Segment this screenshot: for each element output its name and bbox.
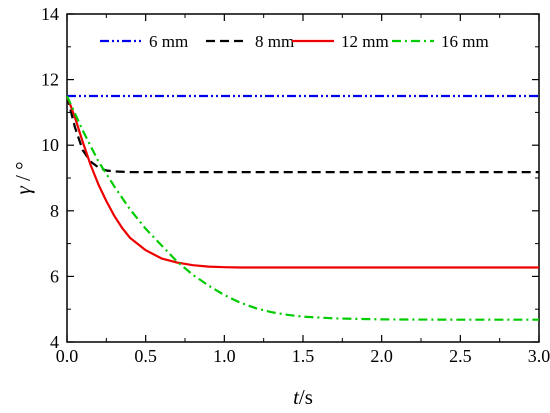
x-tick-label: 1.0 [213, 346, 236, 366]
x-axis-variable: t [293, 385, 300, 409]
legend-label-4: 16 mm [441, 32, 489, 51]
legend-label-2: 8 mm [255, 32, 294, 51]
legend: 6 mm 8 mm 12 mm 16 mm [100, 32, 489, 51]
plot-frame [66, 13, 540, 343]
x-tick-label: 2.5 [449, 346, 472, 366]
x-tick-label: 1.5 [292, 346, 315, 366]
series-line-2 [65, 95, 539, 174]
y-tick-label: 8 [50, 201, 59, 221]
y-axis-variable: γ [11, 186, 35, 195]
x-tick-label: 3.0 [528, 346, 550, 366]
series-line-4 [65, 95, 539, 321]
y-tick-label: 14 [41, 4, 59, 24]
y-tick-label: 4 [50, 332, 59, 352]
axis-ticks: 0.0 0.5 1.0 1.5 2.0 2.5 3.0 4 6 8 10 12 14 [41, 4, 550, 366]
x-tick-label: 0.5 [134, 346, 157, 366]
y-tick-label: 12 [41, 70, 59, 90]
x-tick-label: 0.0 [56, 346, 79, 366]
legend-label-3: 12 mm [341, 32, 389, 51]
series-layer [65, 94, 539, 321]
y-axis-label: γ / ° [11, 161, 35, 194]
x-axis-label: t/s [293, 385, 313, 409]
x-axis-unit: /s [299, 385, 313, 409]
y-tick-label: 6 [50, 266, 59, 286]
x-tick-label: 2.0 [370, 346, 393, 366]
y-axis-unit: / ° [11, 161, 35, 186]
series-line-3 [65, 95, 539, 269]
legend-label-1: 6 mm [149, 32, 188, 51]
y-tick-label: 10 [41, 135, 59, 155]
